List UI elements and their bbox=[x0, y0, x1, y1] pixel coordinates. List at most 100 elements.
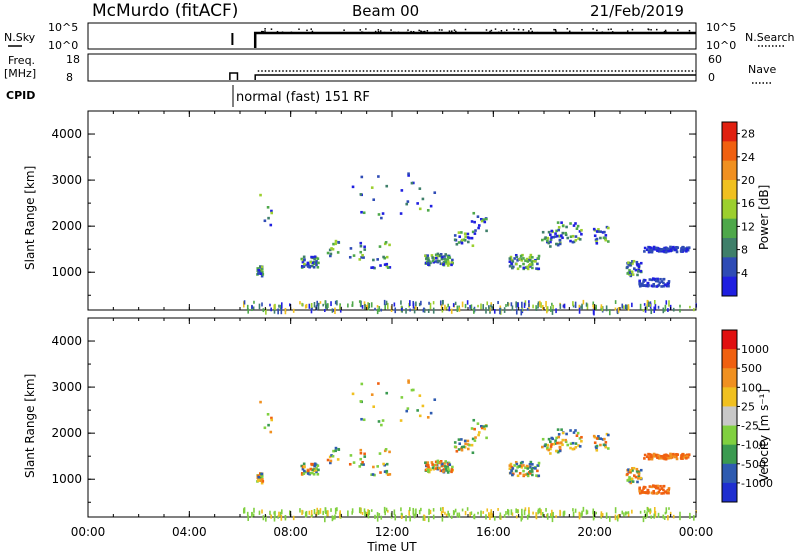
velocity-cell bbox=[650, 485, 654, 489]
power-cell bbox=[460, 240, 463, 243]
velocity-cell bbox=[413, 514, 416, 519]
velocity-cell bbox=[646, 488, 650, 492]
power-cell bbox=[308, 303, 311, 309]
velocity-cell bbox=[313, 464, 316, 468]
power-cell bbox=[269, 223, 273, 227]
velocity-cell bbox=[474, 436, 477, 439]
search-noise-dot bbox=[418, 29, 420, 32]
velocity-cell bbox=[400, 396, 404, 399]
power-cell bbox=[311, 307, 313, 311]
range-tick-label: 3000 bbox=[51, 173, 82, 187]
power-cell bbox=[547, 241, 551, 245]
velocity-cell bbox=[269, 510, 271, 516]
velocity-cell bbox=[663, 490, 667, 494]
velocity-cell bbox=[292, 515, 295, 521]
power-cell bbox=[676, 246, 680, 249]
power-cell bbox=[630, 270, 634, 274]
power-cell bbox=[359, 244, 363, 248]
power-cell bbox=[646, 281, 650, 285]
search-noise-dot bbox=[406, 31, 408, 34]
power-cell bbox=[304, 304, 307, 309]
power-cell bbox=[556, 243, 560, 247]
velocity-cell bbox=[305, 510, 308, 518]
cpid-mode-text: normal (fast) 151 RF bbox=[236, 90, 370, 105]
power-cell bbox=[546, 307, 548, 314]
velocity-cell bbox=[660, 454, 663, 458]
power-cell bbox=[257, 268, 261, 272]
power-cell bbox=[627, 263, 631, 266]
search-noise-dot bbox=[368, 31, 370, 34]
velocity-cell bbox=[639, 468, 643, 472]
velocity-cell bbox=[326, 458, 330, 462]
velocity-cell bbox=[524, 507, 527, 512]
velocity-cell bbox=[549, 452, 552, 455]
power-cell bbox=[546, 306, 549, 312]
power-cell bbox=[531, 266, 534, 270]
power-cell bbox=[457, 241, 461, 244]
power-cell bbox=[524, 300, 527, 306]
power-cell bbox=[259, 193, 262, 197]
velocity-cell bbox=[595, 511, 597, 515]
velocity-cell bbox=[552, 442, 555, 446]
search-noise-dot bbox=[568, 30, 571, 33]
power-cell bbox=[477, 224, 481, 227]
power-cell bbox=[421, 197, 425, 201]
power-cell bbox=[681, 249, 685, 252]
power-cell bbox=[574, 301, 577, 309]
power-cell bbox=[652, 284, 656, 288]
search-noise-dot bbox=[423, 30, 425, 33]
search-noise-dot bbox=[506, 29, 508, 31]
power-cell bbox=[442, 300, 444, 305]
power-cell bbox=[466, 236, 470, 239]
velocity-cell bbox=[300, 472, 304, 475]
velocity-cell bbox=[552, 511, 554, 517]
freq-right-tick-top: 60 bbox=[708, 53, 722, 66]
velocity-cell bbox=[631, 467, 634, 470]
velocity-cell bbox=[426, 464, 430, 467]
power-cell bbox=[261, 273, 265, 276]
power-cell bbox=[302, 255, 306, 259]
velocity-cell bbox=[528, 507, 530, 512]
power-cell bbox=[407, 172, 410, 175]
power-cell bbox=[280, 302, 283, 309]
search-noise-dot bbox=[497, 31, 500, 34]
range-tick-label: 1000 bbox=[51, 472, 82, 486]
velocity-cell bbox=[302, 472, 306, 475]
velocity-cell bbox=[455, 449, 459, 453]
search-noise-dot bbox=[264, 28, 266, 30]
velocity-cell bbox=[493, 516, 496, 521]
velocity-cell bbox=[667, 487, 671, 490]
power-cell bbox=[361, 253, 364, 257]
velocity-cell bbox=[385, 469, 389, 473]
power-cell bbox=[447, 260, 450, 263]
velocity-cell bbox=[650, 453, 653, 457]
power-cell bbox=[443, 255, 446, 258]
power-cell bbox=[608, 308, 611, 316]
velocity-cell bbox=[315, 470, 318, 474]
power-cell bbox=[322, 303, 324, 307]
velocity-cell bbox=[647, 456, 651, 459]
power-cell bbox=[657, 250, 661, 253]
velocity-cell bbox=[418, 414, 422, 418]
velocity-cell bbox=[569, 429, 572, 432]
power-cell bbox=[593, 234, 597, 238]
power-cell bbox=[436, 252, 440, 256]
velocity-cell bbox=[664, 511, 667, 515]
velocity-colorbar-tick-label: -100 bbox=[741, 439, 766, 452]
power-cell bbox=[243, 300, 246, 305]
velocity-cell bbox=[431, 463, 434, 466]
velocity-cell bbox=[439, 460, 443, 463]
velocity-cell bbox=[406, 407, 410, 410]
velocity-cell bbox=[315, 468, 318, 472]
velocity-cell bbox=[627, 470, 631, 473]
power-cell bbox=[439, 300, 442, 306]
velocity-cell bbox=[439, 469, 443, 473]
power-cell bbox=[595, 241, 599, 245]
power-cell bbox=[372, 258, 375, 262]
power-cell bbox=[522, 257, 525, 260]
velocity-cell bbox=[412, 388, 415, 392]
velocity-cell bbox=[360, 417, 363, 421]
velocity-cell bbox=[634, 475, 638, 479]
power-cell bbox=[673, 246, 677, 250]
velocity-cell bbox=[420, 507, 422, 512]
